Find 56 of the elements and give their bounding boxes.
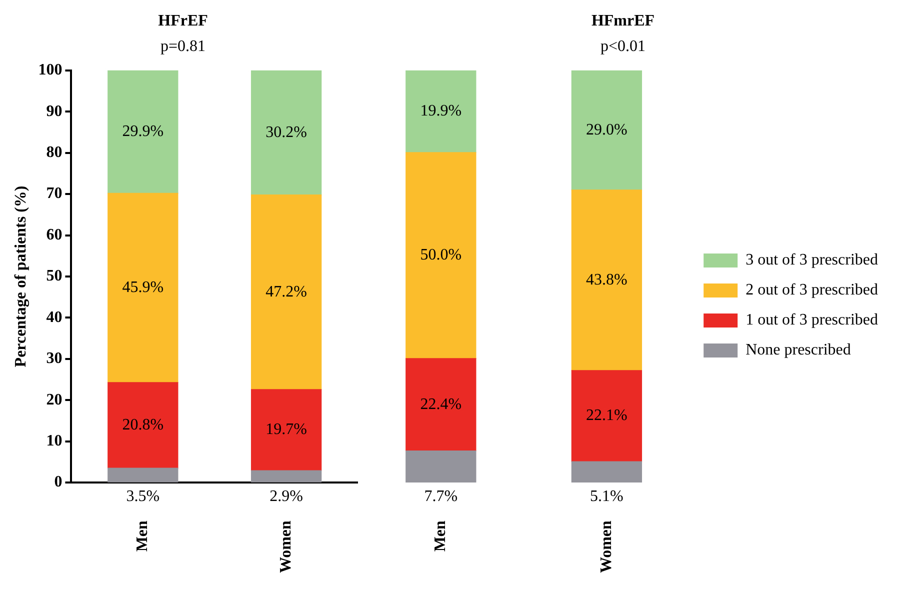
bar	[108, 70, 178, 194]
y-tick-label: 10	[46, 432, 62, 450]
bar	[406, 70, 476, 153]
bar	[406, 152, 476, 359]
x-tick-label: Women	[277, 520, 294, 574]
data-label: 47.2%	[266, 283, 307, 300]
legend-label: 1 out of 3 prescribed	[746, 312, 878, 329]
data-label: 19.9%	[420, 102, 462, 120]
y-tick-label: 0	[54, 474, 62, 491]
legend-label: 3 out of 3 prescribed	[746, 252, 878, 269]
bar	[250, 70, 322, 196]
legend-label: None prescribed	[746, 342, 851, 359]
data-label: 43.8%	[586, 271, 628, 288]
chart-subtitle: p<0.01	[600, 38, 646, 56]
bar	[406, 450, 476, 483]
data-label: 45.9%	[122, 279, 164, 296]
bar	[571, 70, 642, 190]
chart-title: HFrEF	[158, 12, 208, 30]
y-axis-title: Percentage of patients (%)	[12, 186, 30, 368]
y-tick-label: 90	[46, 102, 62, 120]
chart-title: HFmrEF	[591, 12, 655, 30]
data-label: 19.7%	[266, 421, 307, 438]
bar	[250, 389, 322, 471]
bar	[108, 382, 178, 468]
bar	[571, 190, 642, 371]
x-tick-label: Women	[598, 520, 615, 574]
data-label: 5.1%	[590, 488, 624, 505]
bar	[250, 194, 322, 390]
data-label: 22.4%	[420, 396, 462, 413]
y-tick-label: 70	[46, 185, 62, 202]
y-tick-label: 80	[46, 144, 62, 161]
x-tick-label: Men	[432, 520, 450, 552]
y-tick-label: 100	[38, 62, 62, 79]
data-label: 7.7%	[424, 488, 458, 505]
data-label: 22.1%	[586, 407, 628, 424]
data-label: 3.5%	[126, 488, 160, 505]
data-label: 20.8%	[122, 416, 164, 434]
bar	[108, 192, 178, 383]
y-tick-label: 20	[46, 391, 62, 408]
bar	[571, 461, 642, 483]
bar	[250, 470, 322, 482]
y-tick-label: 50	[46, 268, 62, 285]
bar	[108, 468, 178, 482]
data-label: 29.9%	[122, 122, 164, 140]
bar	[406, 358, 476, 452]
data-label: 30.2%	[266, 124, 307, 141]
data-label: 2.9%	[270, 488, 303, 505]
x-tick-label: Men	[134, 520, 152, 552]
y-tick-label: 60	[46, 226, 62, 244]
data-label: 29.0%	[586, 121, 628, 138]
y-tick-label: 40	[46, 308, 62, 326]
chart-subtitle: p=0.81	[160, 38, 206, 56]
bar	[571, 370, 642, 462]
legend-label: 2 out of 3 prescribed	[746, 282, 878, 299]
y-tick-label: 30	[46, 350, 62, 368]
data-label: 50.0%	[420, 246, 462, 264]
